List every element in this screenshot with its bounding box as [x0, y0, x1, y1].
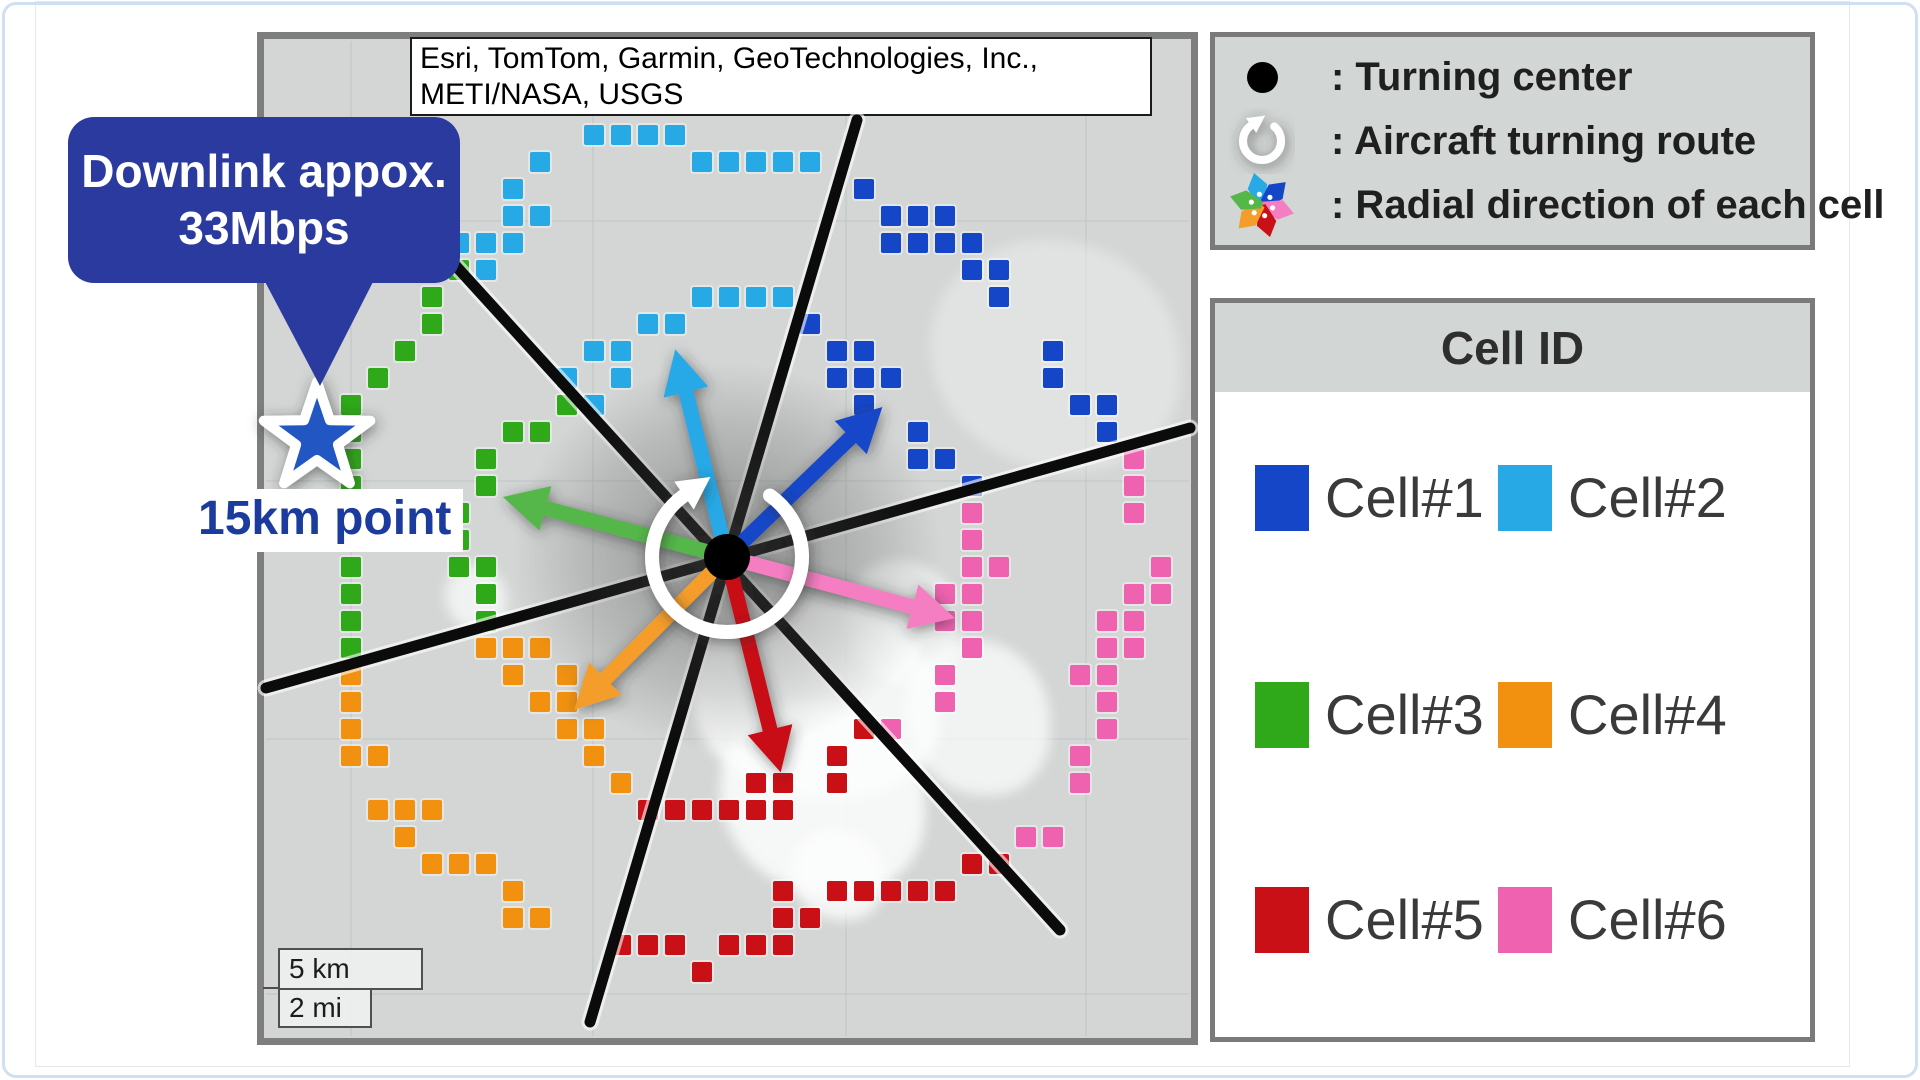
- cell-label: Cell#6: [1568, 888, 1727, 951]
- radial-direction-arm: [1238, 202, 1265, 229]
- legend-label: : Radial direction of each cell: [1331, 182, 1885, 227]
- cell-label: Cell#5: [1325, 888, 1484, 951]
- callout-line2: 33Mbps: [178, 202, 350, 254]
- scalebar-km: 5 km: [278, 948, 423, 990]
- map-gridline: [1085, 41, 1087, 1036]
- cell-id-item: Cell#3: [1255, 682, 1484, 748]
- cell-id-item: Cell#5: [1255, 887, 1484, 953]
- legend-row-radial-direction: : Radial direction of each cell: [1219, 172, 1884, 238]
- radial-direction-arm: [1261, 200, 1294, 220]
- turning-route-icon: [1239, 115, 1285, 164]
- cell-id-title: Cell ID: [1215, 303, 1810, 392]
- cell-id-item: Cell#6: [1498, 887, 1727, 953]
- cell-label: Cell#4: [1568, 683, 1727, 746]
- cell-id-item: Cell#4: [1498, 682, 1727, 748]
- callout-line1: Downlink appox.: [81, 145, 447, 197]
- turning-route-arrow: [1239, 115, 1285, 164]
- cell-color-swatch: [1255, 887, 1309, 953]
- scalebar-mi: 2 mi: [278, 988, 372, 1028]
- radial-direction-arm: [1230, 190, 1263, 210]
- turning-center-icon: [1246, 61, 1278, 93]
- cell-color-swatch: [1498, 887, 1552, 953]
- scalebar-tick: [263, 987, 278, 989]
- cell-label: Cell#1: [1325, 466, 1484, 529]
- map-scalebar: 5 km 2 mi: [263, 948, 423, 1028]
- map-gridline: [266, 480, 1189, 482]
- cell-color-swatch: [1498, 682, 1552, 748]
- legend-row-turning-route: : Aircraft turning route: [1219, 110, 1810, 172]
- radial-direction-arm: [1259, 182, 1286, 208]
- legend-label: : Turning center: [1331, 54, 1633, 99]
- attribution-line2: METI/NASA, USGS: [420, 78, 684, 111]
- distance-point-label: 15km point: [186, 489, 464, 552]
- cell-id-item: Cell#2: [1498, 465, 1727, 531]
- cell-id-panel: Cell ID Cell#1 Cell#2 Cell#3 Cell#4 Cell#5 Ce…: [1210, 298, 1815, 1042]
- attribution-line1: Esri, TomTom, Garmin, GeoTechnologies, I…: [420, 42, 1039, 75]
- cell-color-swatch: [1255, 682, 1309, 748]
- cell-color-swatch: [1498, 465, 1552, 531]
- cell-label: Cell#3: [1325, 683, 1484, 746]
- cell-color-swatch: [1255, 465, 1309, 531]
- legend-label: : Aircraft turning route: [1331, 118, 1757, 163]
- cell-id-item: Cell#1: [1255, 465, 1484, 531]
- map-gridline: [592, 41, 594, 1036]
- legend-row-turning-center: : Turning center: [1219, 46, 1810, 108]
- cell-label: Cell#2: [1568, 466, 1727, 529]
- radial-direction-icon: [1230, 172, 1294, 238]
- symbol-legend-panel: : Turning center : Aircraft turning rout…: [1210, 32, 1884, 250]
- map-attribution: Esri, TomTom, Garmin, GeoTechnologies, I…: [410, 37, 1152, 116]
- downlink-callout: Downlink appox. 33Mbps: [68, 117, 460, 283]
